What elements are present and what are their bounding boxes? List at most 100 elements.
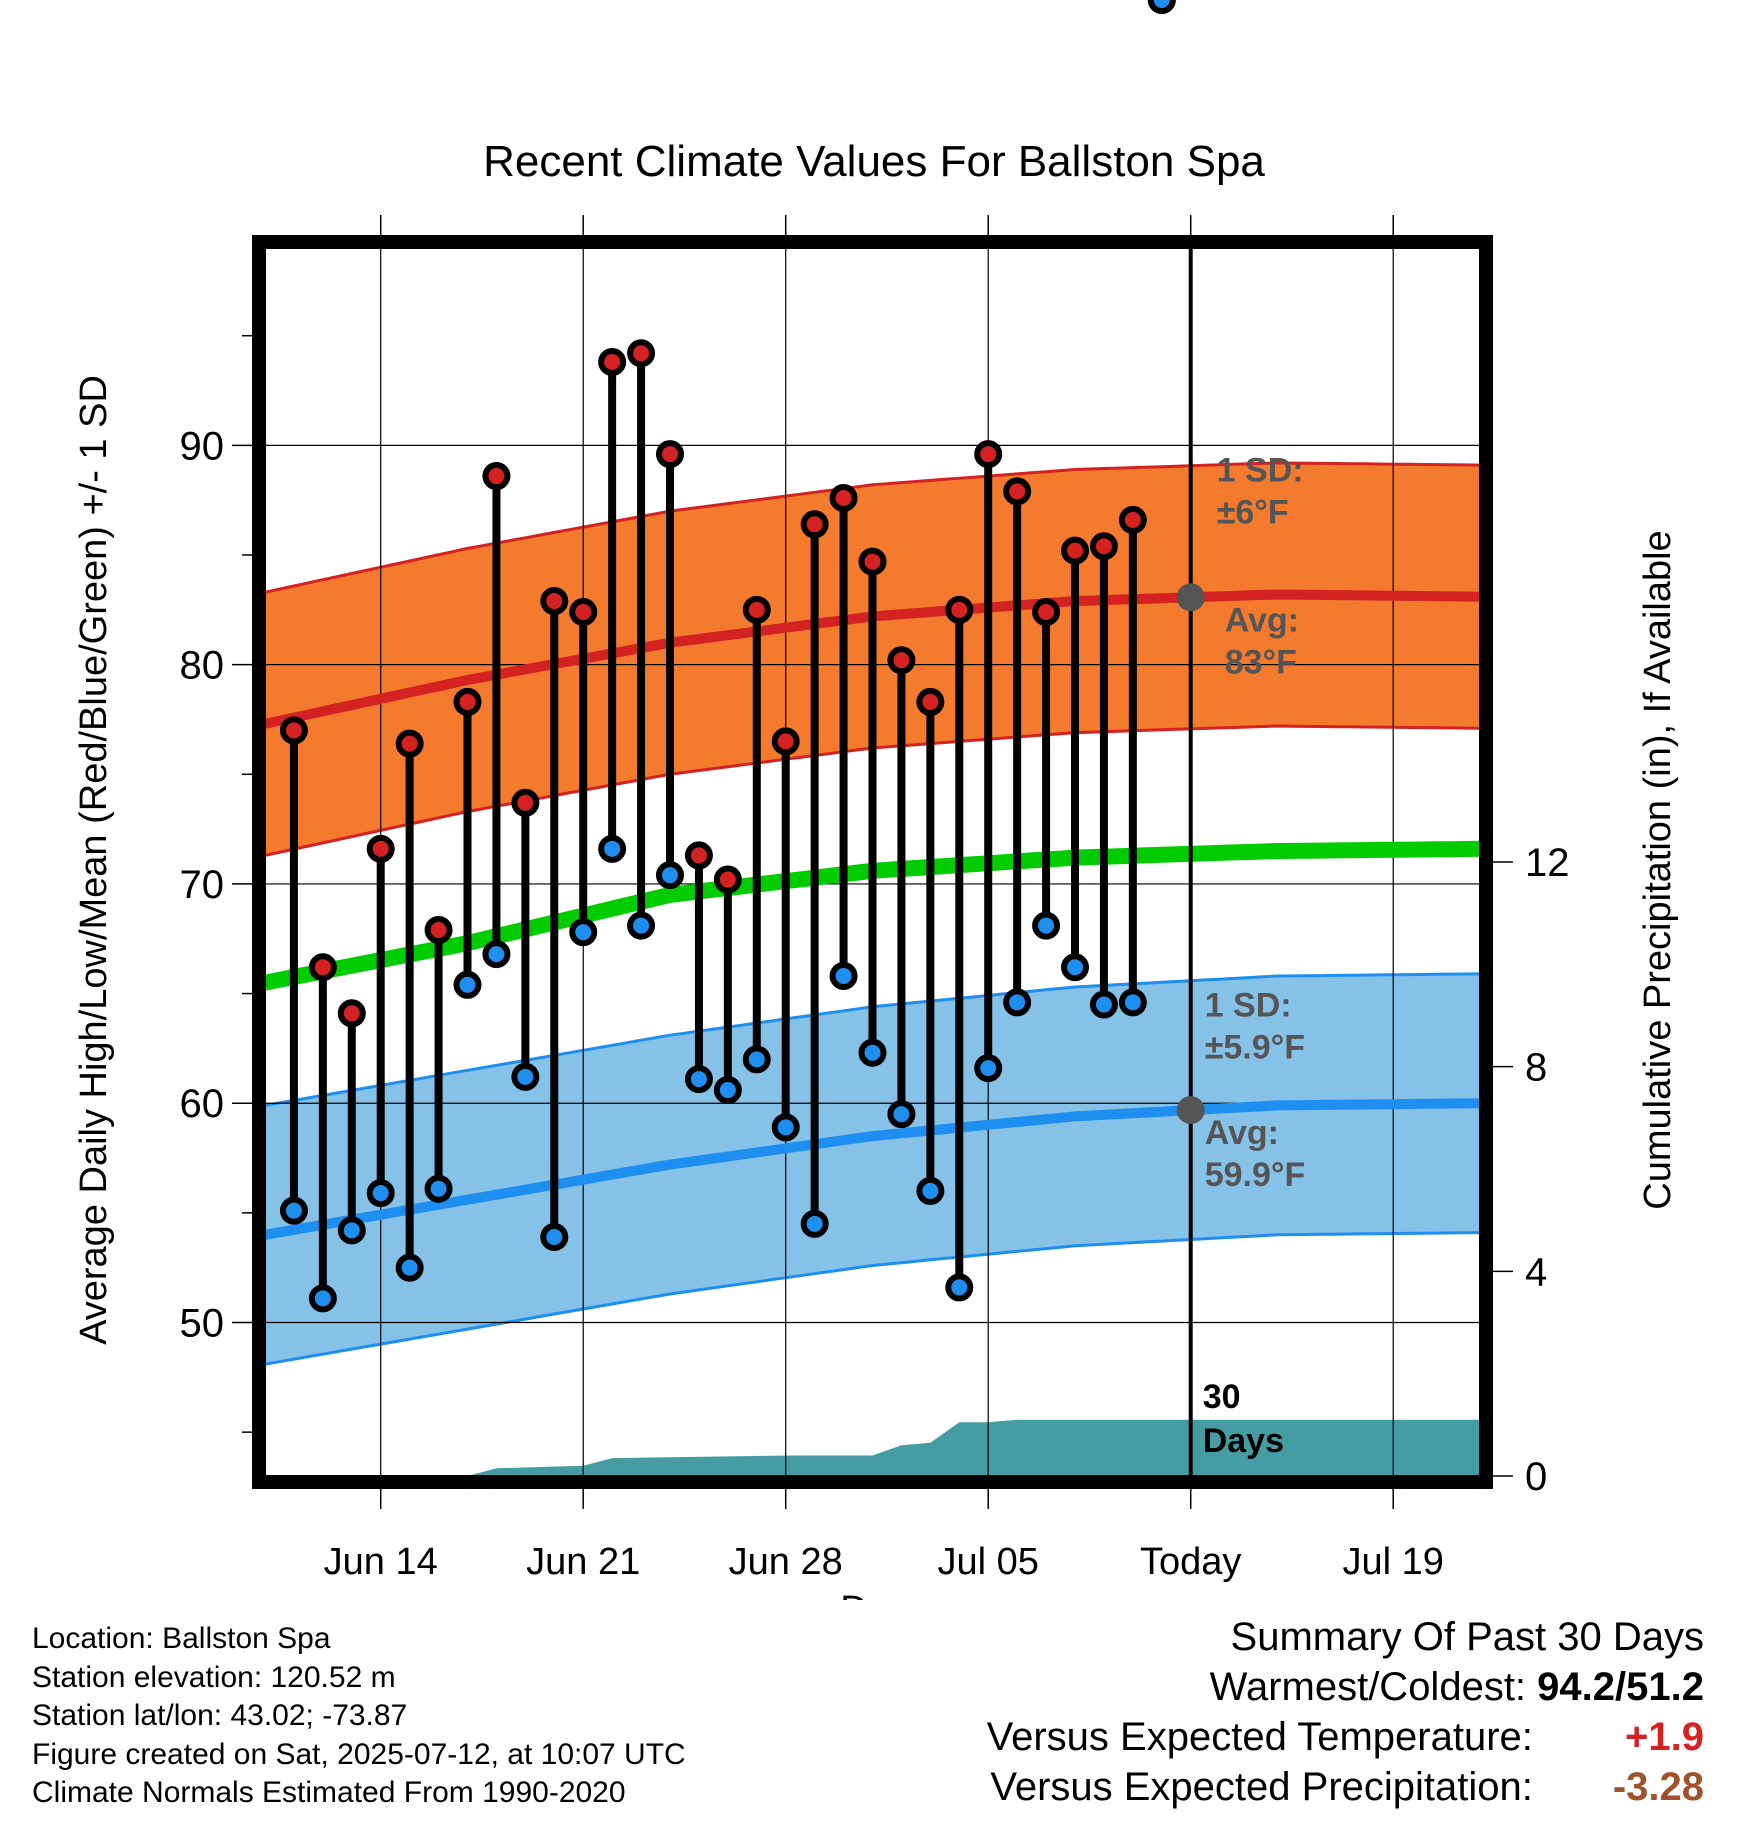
high-sd-upper-edge	[265, 461, 1480, 594]
daily-low-point	[569, 918, 598, 947]
x-tick-label: Today	[1140, 1541, 1241, 1583]
y2-tick-label: 12	[1525, 841, 1570, 885]
daily-low-point	[482, 940, 511, 969]
daily-low-point	[1061, 953, 1089, 982]
daily-low-point	[1147, 0, 1176, 14]
station-info: Location: Ballston Spa Station elevation…	[32, 1620, 686, 1813]
daily-high-point	[887, 646, 916, 675]
summary-temp-row: Versus Expected Temperature: +1.9	[987, 1712, 1704, 1762]
low-sd-value: ±5.9°F	[1205, 1029, 1305, 1067]
daily-low-point	[1118, 988, 1147, 1017]
low-sd-lower-edge	[265, 1231, 1480, 1366]
daily-low-point	[858, 1038, 887, 1067]
y2-axis-label: Cumulative Precipitation (in), If Availa…	[1637, 530, 1679, 1209]
daily-high-point	[916, 687, 945, 716]
x-tick-label: Jul 19	[1343, 1541, 1444, 1583]
daily-low-point	[453, 970, 482, 999]
low-avg-label: Avg:	[1205, 1114, 1279, 1152]
high-avg-value: 83°F	[1225, 643, 1297, 681]
summary-title: Summary Of Past 30 Days	[1230, 1615, 1704, 1659]
daily-low-point	[279, 1196, 308, 1225]
daily-high-point	[511, 788, 540, 817]
days-word-label: Days	[1203, 1422, 1284, 1460]
daily-low-point	[713, 1076, 742, 1105]
y2-tick-label: 4	[1525, 1250, 1547, 1294]
y-tick-label: 70	[180, 863, 225, 907]
daily-low-point	[598, 834, 627, 863]
low-sd-band	[265, 973, 1480, 1365]
daily-low-point	[800, 1209, 829, 1238]
daily-high-point	[800, 510, 829, 539]
chart-title: Recent Climate Values For Ballston Spa	[483, 137, 1265, 186]
daily-low-point	[627, 911, 656, 940]
high-avg-label: Avg:	[1225, 601, 1299, 639]
daily-low-point	[887, 1100, 916, 1129]
daily-high-point	[656, 440, 684, 469]
daily-low-point	[829, 962, 858, 991]
daily-high-point	[858, 547, 887, 576]
daily-high-point	[395, 729, 424, 758]
daily-low-point	[1003, 988, 1032, 1017]
daily-low-point	[308, 1284, 337, 1313]
x-tick-label: Jun 21	[526, 1541, 640, 1583]
normals-text: Climate Normals Estimated From 1990-2020	[32, 1776, 626, 1809]
days-count-label: 30	[1203, 1378, 1241, 1416]
y-tick-label: 90	[180, 424, 225, 468]
daily-high-point	[279, 716, 308, 745]
daily-high-point	[482, 462, 511, 491]
today-high-normal-marker	[1176, 583, 1205, 612]
daily-low-point	[1032, 911, 1061, 940]
warmest-value: 94.2/51.2	[1537, 1665, 1704, 1709]
precip-departure-value: -3.28	[1612, 1765, 1704, 1809]
daily-low-point	[974, 1054, 1003, 1083]
x-axis-label: Day	[840, 1589, 908, 1600]
daily-low-point	[945, 1273, 974, 1302]
daily-low-point	[337, 1216, 366, 1245]
today-low-normal-marker	[1176, 1096, 1205, 1125]
daily-high-point	[540, 587, 569, 616]
high-sd-value: ±6°F	[1217, 494, 1289, 532]
daily-high-point	[1118, 505, 1147, 534]
daily-low-point	[916, 1176, 945, 1205]
climate-chart: Recent Climate Values For Ballston Spa 1…	[73, 0, 1679, 1600]
y2-tick-label: 0	[1525, 1455, 1547, 1499]
elevation-text: Station elevation: 120.52 m	[32, 1660, 396, 1694]
temp-departure-value: +1.9	[1625, 1715, 1704, 1759]
low-avg-value: 59.9°F	[1205, 1156, 1306, 1194]
low-normal-line	[265, 1098, 1480, 1240]
daily-high-point	[424, 915, 453, 944]
low-sd-label: 1 SD:	[1205, 987, 1292, 1025]
warmest-label: Warmest/Coldest:	[1209, 1665, 1527, 1709]
daily-low-point	[395, 1253, 424, 1282]
plot-frame	[252, 235, 1493, 1489]
daily-high-point	[945, 595, 974, 624]
created-text: Figure created on Sat, 2025-07-12, at 10…	[32, 1737, 686, 1771]
daily-high-point	[974, 440, 1003, 469]
daily-high-point	[569, 598, 598, 627]
summary-warmest-row: Warmest/Coldest: 94.2/51.2	[987, 1662, 1704, 1712]
daily-low-point	[1089, 990, 1118, 1019]
daily-high-point	[453, 687, 482, 716]
high-sd-label: 1 SD:	[1217, 452, 1304, 490]
latlon-text: Station lat/lon: 43.02; -73.87	[32, 1699, 408, 1732]
daily-low-point	[684, 1065, 713, 1094]
precip-area	[380, 1419, 1480, 1476]
daily-high-point	[308, 953, 337, 982]
daily-high-point	[1003, 477, 1032, 506]
daily-low-point	[656, 861, 684, 890]
summary-precip-row: Versus Expected Precipitation: -3.28	[987, 1762, 1704, 1812]
daily-low-point	[511, 1062, 540, 1091]
plot-area: 1 SD: ±6°F Avg: 83°F 1 SD: ±5.9°F Avg: 59.9°F 30…	[73, 0, 1679, 1583]
y-tick-label: 50	[180, 1302, 225, 1346]
summary-panel: Summary Of Past 30 Days Warmest/Coldest:…	[987, 1612, 1704, 1812]
daily-high-point	[627, 339, 656, 368]
temp-departure-label: Versus Expected Temperature:	[986, 1715, 1533, 1759]
y2-tick-label: 8	[1525, 1046, 1547, 1090]
daily-high-point	[713, 865, 742, 894]
daily-high-point	[366, 834, 395, 863]
daily-high-point	[1032, 598, 1061, 627]
daily-high-point	[337, 999, 366, 1028]
daily-high-point	[829, 483, 858, 512]
daily-high-point	[1061, 536, 1089, 565]
daily-high-point	[598, 348, 627, 377]
